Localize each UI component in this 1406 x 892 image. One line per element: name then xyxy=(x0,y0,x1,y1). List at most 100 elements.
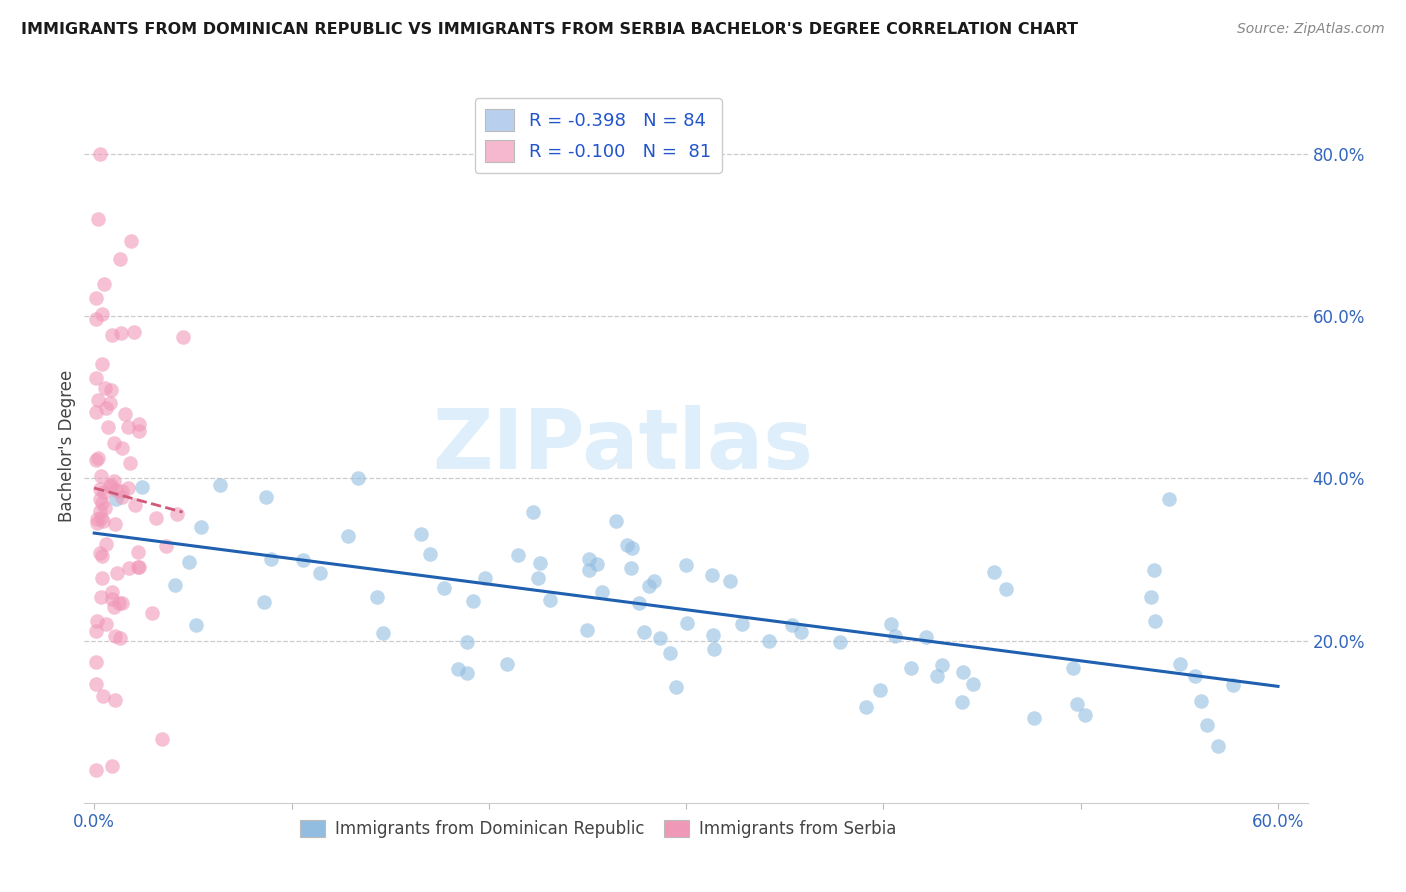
Point xyxy=(172,329,194,343)
Point xyxy=(111,596,134,610)
Point xyxy=(208,477,231,491)
Point xyxy=(914,630,936,644)
Point xyxy=(124,498,146,512)
Point xyxy=(84,655,107,669)
Point xyxy=(474,571,496,585)
Point xyxy=(94,500,117,515)
Point xyxy=(337,529,360,543)
Point xyxy=(93,277,115,291)
Point xyxy=(506,548,529,562)
Point xyxy=(91,307,114,321)
Point xyxy=(962,677,984,691)
Text: IMMIGRANTS FROM DOMINICAN REPUBLIC VS IMMIGRANTS FROM SERBIA BACHELOR'S DEGREE C: IMMIGRANTS FROM DOMINICAN REPUBLIC VS IM… xyxy=(21,22,1078,37)
Point xyxy=(620,561,643,575)
Point xyxy=(104,693,127,707)
Point xyxy=(253,595,276,609)
Point xyxy=(1168,657,1191,672)
Point xyxy=(150,731,173,746)
Point xyxy=(616,538,638,552)
Point xyxy=(292,552,315,566)
Point xyxy=(309,566,332,580)
Point xyxy=(101,585,124,599)
Point xyxy=(419,547,441,561)
Point xyxy=(96,537,118,551)
Point xyxy=(84,453,107,467)
Point xyxy=(676,615,699,630)
Point xyxy=(529,556,551,570)
Point xyxy=(122,326,145,340)
Point xyxy=(900,661,922,675)
Point xyxy=(90,511,112,525)
Point xyxy=(702,568,724,582)
Point xyxy=(84,676,107,690)
Point xyxy=(104,629,127,643)
Point xyxy=(433,581,456,595)
Point xyxy=(100,384,122,398)
Point xyxy=(111,442,134,456)
Point xyxy=(605,515,627,529)
Point xyxy=(104,516,127,531)
Point xyxy=(675,558,697,572)
Point xyxy=(91,571,114,585)
Point xyxy=(87,211,110,226)
Point xyxy=(925,669,948,683)
Point xyxy=(995,582,1018,596)
Point xyxy=(1062,660,1084,674)
Point xyxy=(347,471,370,485)
Point xyxy=(163,578,186,592)
Point xyxy=(103,474,125,488)
Point xyxy=(526,571,548,585)
Point xyxy=(621,541,644,555)
Text: ZIPatlas: ZIPatlas xyxy=(432,406,813,486)
Point xyxy=(97,420,120,434)
Point xyxy=(86,451,108,466)
Point xyxy=(950,695,973,709)
Point xyxy=(86,291,108,305)
Point xyxy=(93,485,115,500)
Point xyxy=(155,539,177,553)
Point xyxy=(91,514,114,528)
Point xyxy=(869,682,891,697)
Point xyxy=(259,551,281,566)
Point xyxy=(880,617,903,632)
Point xyxy=(702,628,724,642)
Point xyxy=(86,516,108,531)
Point xyxy=(411,527,433,541)
Point xyxy=(118,561,141,575)
Point xyxy=(84,311,107,326)
Point xyxy=(94,380,117,394)
Point xyxy=(89,546,111,560)
Point xyxy=(703,642,725,657)
Point xyxy=(117,419,139,434)
Y-axis label: Bachelor's Degree: Bachelor's Degree xyxy=(58,370,76,522)
Point xyxy=(89,504,111,518)
Point xyxy=(128,560,150,574)
Point xyxy=(658,646,681,660)
Point xyxy=(855,699,877,714)
Point xyxy=(111,483,134,498)
Point xyxy=(664,680,686,694)
Point xyxy=(91,549,114,563)
Point xyxy=(190,520,212,534)
Point xyxy=(650,631,672,645)
Point xyxy=(463,594,485,608)
Point xyxy=(117,481,139,495)
Point xyxy=(371,625,394,640)
Point xyxy=(591,584,613,599)
Point xyxy=(638,579,661,593)
Point xyxy=(96,401,118,416)
Point xyxy=(120,234,142,248)
Point xyxy=(758,634,780,648)
Point xyxy=(578,564,600,578)
Point xyxy=(86,615,108,629)
Point xyxy=(447,662,470,676)
Point xyxy=(1074,708,1097,723)
Point xyxy=(100,478,122,492)
Point xyxy=(90,591,112,605)
Point xyxy=(141,607,163,621)
Point xyxy=(1222,678,1244,692)
Point xyxy=(105,566,128,580)
Point xyxy=(91,496,114,510)
Point xyxy=(718,574,741,588)
Point xyxy=(90,469,112,483)
